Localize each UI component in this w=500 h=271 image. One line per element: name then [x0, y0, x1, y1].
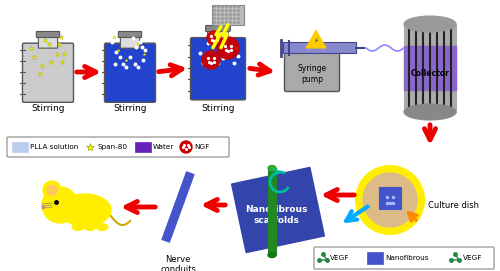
FancyBboxPatch shape: [190, 38, 246, 100]
Ellipse shape: [404, 16, 456, 32]
Text: Nerve
conduits: Nerve conduits: [160, 255, 196, 271]
Polygon shape: [232, 167, 324, 253]
Ellipse shape: [268, 253, 276, 257]
Circle shape: [180, 141, 192, 153]
Circle shape: [217, 37, 239, 59]
Polygon shape: [306, 30, 326, 48]
Bar: [367, 252, 383, 264]
Text: Nanofibrous
scaffolds: Nanofibrous scaffolds: [245, 205, 307, 225]
Bar: [212, 5, 244, 25]
Text: ⚡: ⚡: [314, 38, 318, 44]
FancyBboxPatch shape: [22, 43, 74, 102]
Ellipse shape: [404, 104, 456, 120]
FancyBboxPatch shape: [208, 31, 229, 43]
Ellipse shape: [84, 224, 96, 231]
Text: PLLA solution: PLLA solution: [30, 144, 78, 150]
Text: Stirring: Stirring: [31, 104, 65, 113]
FancyBboxPatch shape: [7, 137, 229, 157]
Circle shape: [42, 187, 78, 223]
FancyBboxPatch shape: [284, 53, 340, 92]
Text: Water: Water: [153, 144, 174, 150]
Text: Culture dish: Culture dish: [428, 201, 479, 209]
FancyBboxPatch shape: [38, 37, 58, 48]
FancyBboxPatch shape: [36, 31, 60, 37]
Ellipse shape: [268, 166, 276, 170]
Circle shape: [43, 181, 61, 199]
Bar: [379, 187, 401, 209]
FancyBboxPatch shape: [104, 43, 156, 102]
Circle shape: [207, 31, 221, 45]
Bar: [12, 142, 28, 152]
Ellipse shape: [72, 224, 84, 231]
FancyBboxPatch shape: [118, 31, 142, 37]
FancyBboxPatch shape: [206, 25, 231, 31]
Polygon shape: [162, 172, 194, 242]
Bar: [404, 46, 456, 90]
Text: Span-80: Span-80: [97, 144, 127, 150]
FancyBboxPatch shape: [120, 37, 140, 48]
Bar: [268, 168, 276, 255]
Bar: [135, 142, 151, 152]
Text: Stirring: Stirring: [201, 105, 235, 114]
Ellipse shape: [59, 194, 111, 226]
Text: Collector: Collector: [410, 69, 450, 79]
FancyBboxPatch shape: [314, 247, 494, 269]
Circle shape: [356, 166, 424, 234]
Circle shape: [47, 185, 57, 195]
Bar: [404, 24, 456, 112]
Text: Syringe
pump: Syringe pump: [298, 64, 326, 84]
FancyBboxPatch shape: [284, 43, 356, 53]
Circle shape: [202, 51, 220, 69]
Text: NGF: NGF: [194, 144, 209, 150]
Ellipse shape: [96, 224, 108, 231]
Text: Nanofibrous: Nanofibrous: [385, 255, 428, 261]
Text: VEGF: VEGF: [463, 255, 482, 261]
Circle shape: [363, 173, 417, 227]
Text: Stirring: Stirring: [113, 104, 147, 113]
Text: VEGF: VEGF: [330, 255, 349, 261]
